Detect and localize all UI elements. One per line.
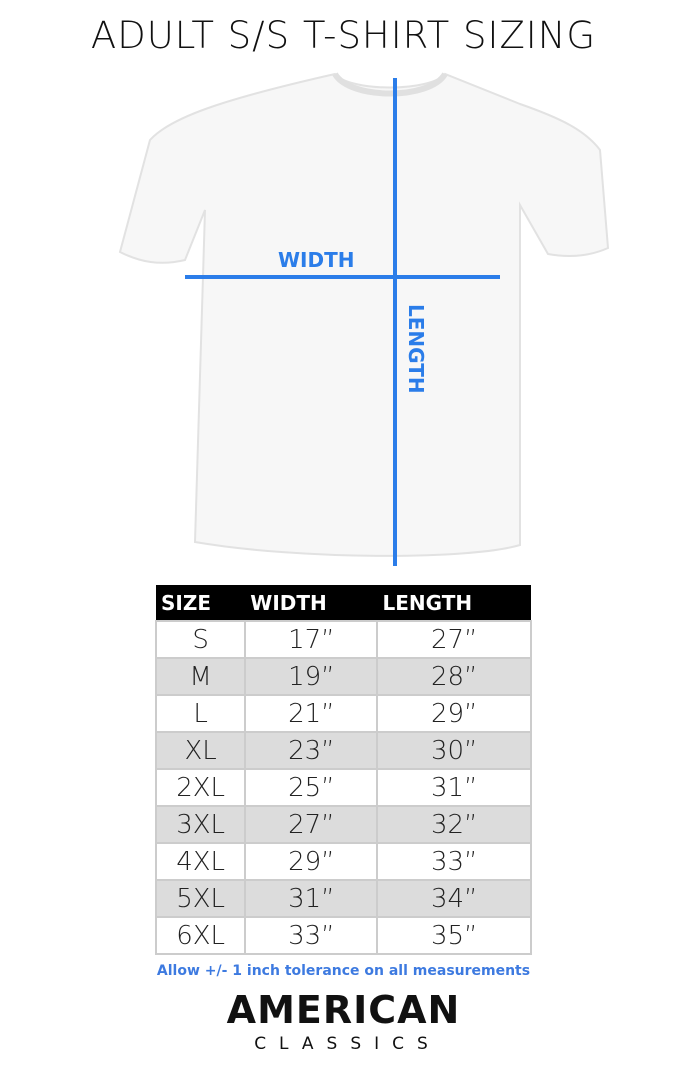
tshirt-image	[118, 72, 610, 557]
table-cell: 29”	[376, 694, 532, 733]
table-cell: XL	[154, 731, 247, 770]
table-cell: 23”	[244, 731, 379, 770]
table-row: S 17” 27”	[154, 620, 532, 659]
table-row: 5XL 31” 34”	[154, 879, 532, 918]
brand-logo: AMERICAN	[226, 988, 461, 1032]
table-cell: 27”	[244, 805, 379, 844]
table-cell: 30”	[376, 731, 532, 770]
length-label: LENGTH	[404, 304, 428, 394]
table-cell: 33”	[376, 842, 532, 881]
table-cell: 33”	[244, 916, 379, 955]
page-title: ADULT S/S T-SHIRT SIZING	[90, 14, 597, 57]
table-row: 6XL 33” 35”	[154, 916, 532, 955]
table-cell: 28”	[376, 657, 532, 696]
table-row: 2XL 25” 31”	[154, 768, 532, 807]
header-row: SIZE WIDTH LENGTH	[156, 585, 531, 621]
tolerance-note: Allow +/- 1 inch tolerance on all measur…	[156, 963, 531, 979]
table-cell: 21”	[244, 694, 379, 733]
width-label: WIDTH	[278, 248, 355, 272]
table-cell: 6XL	[154, 916, 247, 955]
table-row: XL 23” 30”	[154, 731, 532, 770]
brand-logo-sub: CLASSICS	[254, 1034, 441, 1054]
table-cell: 4XL	[154, 842, 247, 881]
table-cell: 2XL	[154, 768, 247, 807]
tshirt-collar	[332, 72, 448, 97]
table-cell: 19”	[244, 657, 379, 696]
table-cell: 3XL	[154, 805, 247, 844]
table-cell: L	[154, 694, 247, 733]
table-cell: 31”	[376, 768, 532, 807]
table-row: 4XL 29” 33”	[154, 842, 532, 881]
table-cell: 25”	[244, 768, 379, 807]
column-header: WIDTH	[245, 585, 378, 621]
table-cell: 27”	[376, 620, 532, 659]
table-cell: 31”	[244, 879, 379, 918]
column-header: LENGTH	[377, 585, 531, 621]
table-cell: 34”	[376, 879, 532, 918]
table-cell: 32”	[376, 805, 532, 844]
table-cell: 5XL	[154, 879, 247, 918]
table-row: L 21” 29”	[154, 694, 532, 733]
table-cell: M	[154, 657, 247, 696]
size-table: SIZE WIDTH LENGTH S 17” 27” M 19” 28” L 21” 29” XL 2…	[154, 585, 532, 955]
table-cell: 29”	[244, 842, 379, 881]
table-row: 3XL 27” 32”	[154, 805, 532, 844]
column-header: SIZE	[156, 585, 246, 621]
table-cell: 17”	[244, 620, 379, 659]
tshirt-diagram	[118, 72, 610, 566]
table-cell: S	[154, 620, 247, 659]
table-cell: 35”	[376, 916, 532, 955]
table-row: M 19” 28”	[154, 657, 532, 696]
